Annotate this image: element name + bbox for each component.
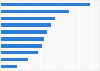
Bar xyxy=(1,30,47,34)
Bar xyxy=(1,44,42,47)
Bar xyxy=(1,10,69,13)
Bar xyxy=(1,24,51,27)
Bar xyxy=(1,65,17,68)
Bar xyxy=(1,58,28,61)
Bar xyxy=(1,3,90,6)
Bar xyxy=(1,17,55,20)
Bar xyxy=(1,51,38,54)
Bar xyxy=(1,37,44,41)
